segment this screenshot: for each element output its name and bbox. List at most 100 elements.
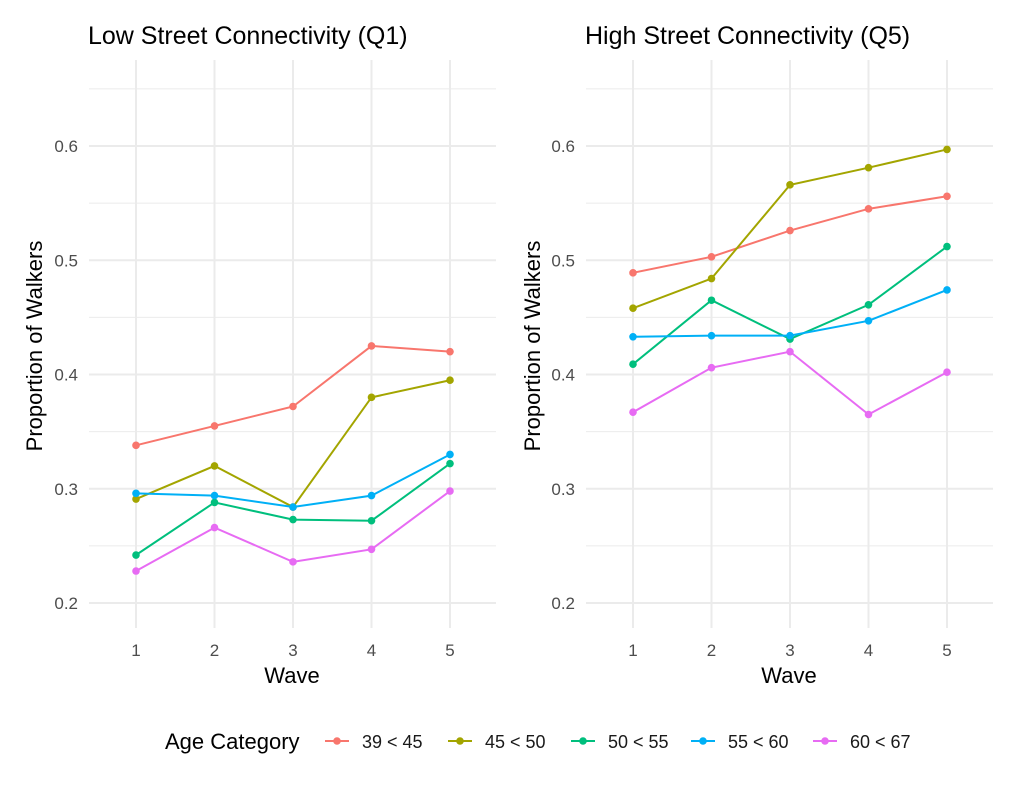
x-tick-label: 5 [445,641,454,660]
legend-item: 50 < 55 [571,732,669,752]
legend-key-point [456,737,464,745]
data-point [707,296,716,305]
y-tick-label: 0.4 [54,366,78,385]
x-axis-title: Wave [761,663,816,688]
legend-item: 55 < 60 [691,732,789,752]
y-axis-title: Proportion of Walkers [22,241,47,452]
x-tick-label: 4 [367,641,376,660]
x-tick-label: 3 [288,641,297,660]
series-45-50 [629,145,951,313]
data-point [289,558,297,566]
data-point [629,304,637,313]
data-point [132,441,140,450]
data-point [446,347,454,356]
series-39-45 [629,192,951,277]
data-point [707,363,716,372]
y-tick-labels: 0.2 0.3 0.4 0.5 0.6 [551,137,575,613]
data-point [943,192,951,201]
legend-item: 45 < 50 [448,732,546,752]
x-tick-label: 3 [785,641,794,660]
data-point [289,515,297,524]
legend-item: 60 < 67 [813,732,911,752]
series-lines [629,145,951,419]
y-tick-label: 0.6 [54,137,78,156]
data-point [210,498,219,507]
legend-key-point [821,737,829,745]
data-point [132,551,140,559]
data-point [210,523,219,532]
data-point [367,491,376,500]
legend-item: 39 < 45 [325,732,423,752]
legend-label: 60 < 67 [850,732,911,752]
data-point [367,342,376,350]
data-point [629,332,637,341]
series-60-67 [629,347,951,419]
series-60-67 [132,487,454,575]
x-tick-label: 5 [942,641,951,660]
data-point [210,422,219,430]
data-point [629,269,637,277]
data-point [446,487,454,495]
y-tick-label: 0.2 [551,594,575,613]
data-point [367,516,376,525]
legend: Age Category 39 < 45 45 < 50 50 < 55 55 < 6… [165,729,911,754]
series-lines [132,342,454,575]
data-point [786,347,794,356]
y-tick-label: 0.3 [551,480,575,499]
data-point [786,331,794,340]
panel-title: High Street Connectivity (Q5) [585,22,910,50]
data-point [210,491,219,500]
y-tick-labels: 0.2 0.3 0.4 0.5 0.6 [54,137,78,613]
data-point [707,253,716,261]
x-axis-title: Wave [264,663,319,688]
data-point [943,286,951,294]
x-tick-label: 1 [628,641,637,660]
data-point [289,503,297,511]
panel-low-connectivity: Low Street Connectivity (Q1) 0.20.30.40.… [22,22,496,688]
y-tick-label: 0.4 [551,366,575,385]
data-point [864,163,873,172]
legend-items: 39 < 45 45 < 50 50 < 55 55 < 60 60 < 67 [325,732,911,752]
y-tick-label: 0.5 [54,251,78,270]
data-point [132,489,140,498]
legend-label: 55 < 60 [728,732,789,752]
data-point [210,462,219,470]
data-point [707,331,716,340]
y-tick-label: 0.5 [551,251,575,270]
data-point [446,459,454,468]
data-point [786,226,794,235]
y-axis-title: Proportion of Walkers [520,241,545,452]
data-point [943,368,951,377]
data-point [367,545,376,554]
data-point [864,301,873,309]
legend-label: 45 < 50 [485,732,546,752]
series-39-45 [132,342,454,450]
data-point [864,205,873,213]
series-55-60 [132,450,454,511]
data-point [943,242,951,251]
legend-key-point [579,737,587,745]
x-tick-label: 1 [131,641,140,660]
data-point [132,567,140,575]
data-point [786,181,794,189]
y-tick-label: 0.6 [551,137,575,156]
grid [586,60,993,628]
y-tick-label: 0.2 [54,594,78,613]
x-tick-labels: 1 2 3 4 5 [628,641,951,660]
data-point [629,408,637,417]
x-tick-labels: 1 2 3 4 5 [131,641,454,660]
data-point [289,402,297,411]
data-point [446,376,454,385]
y-tick-label: 0.3 [54,480,78,499]
x-tick-label: 4 [864,641,873,660]
legend-title: Age Category [165,729,300,754]
legend-key-point [333,737,341,745]
data-point [629,360,637,369]
data-point [367,393,376,402]
series-55-60 [629,286,951,341]
data-point [707,274,716,283]
panel-title: Low Street Connectivity (Q1) [88,22,408,50]
x-tick-label: 2 [707,641,716,660]
